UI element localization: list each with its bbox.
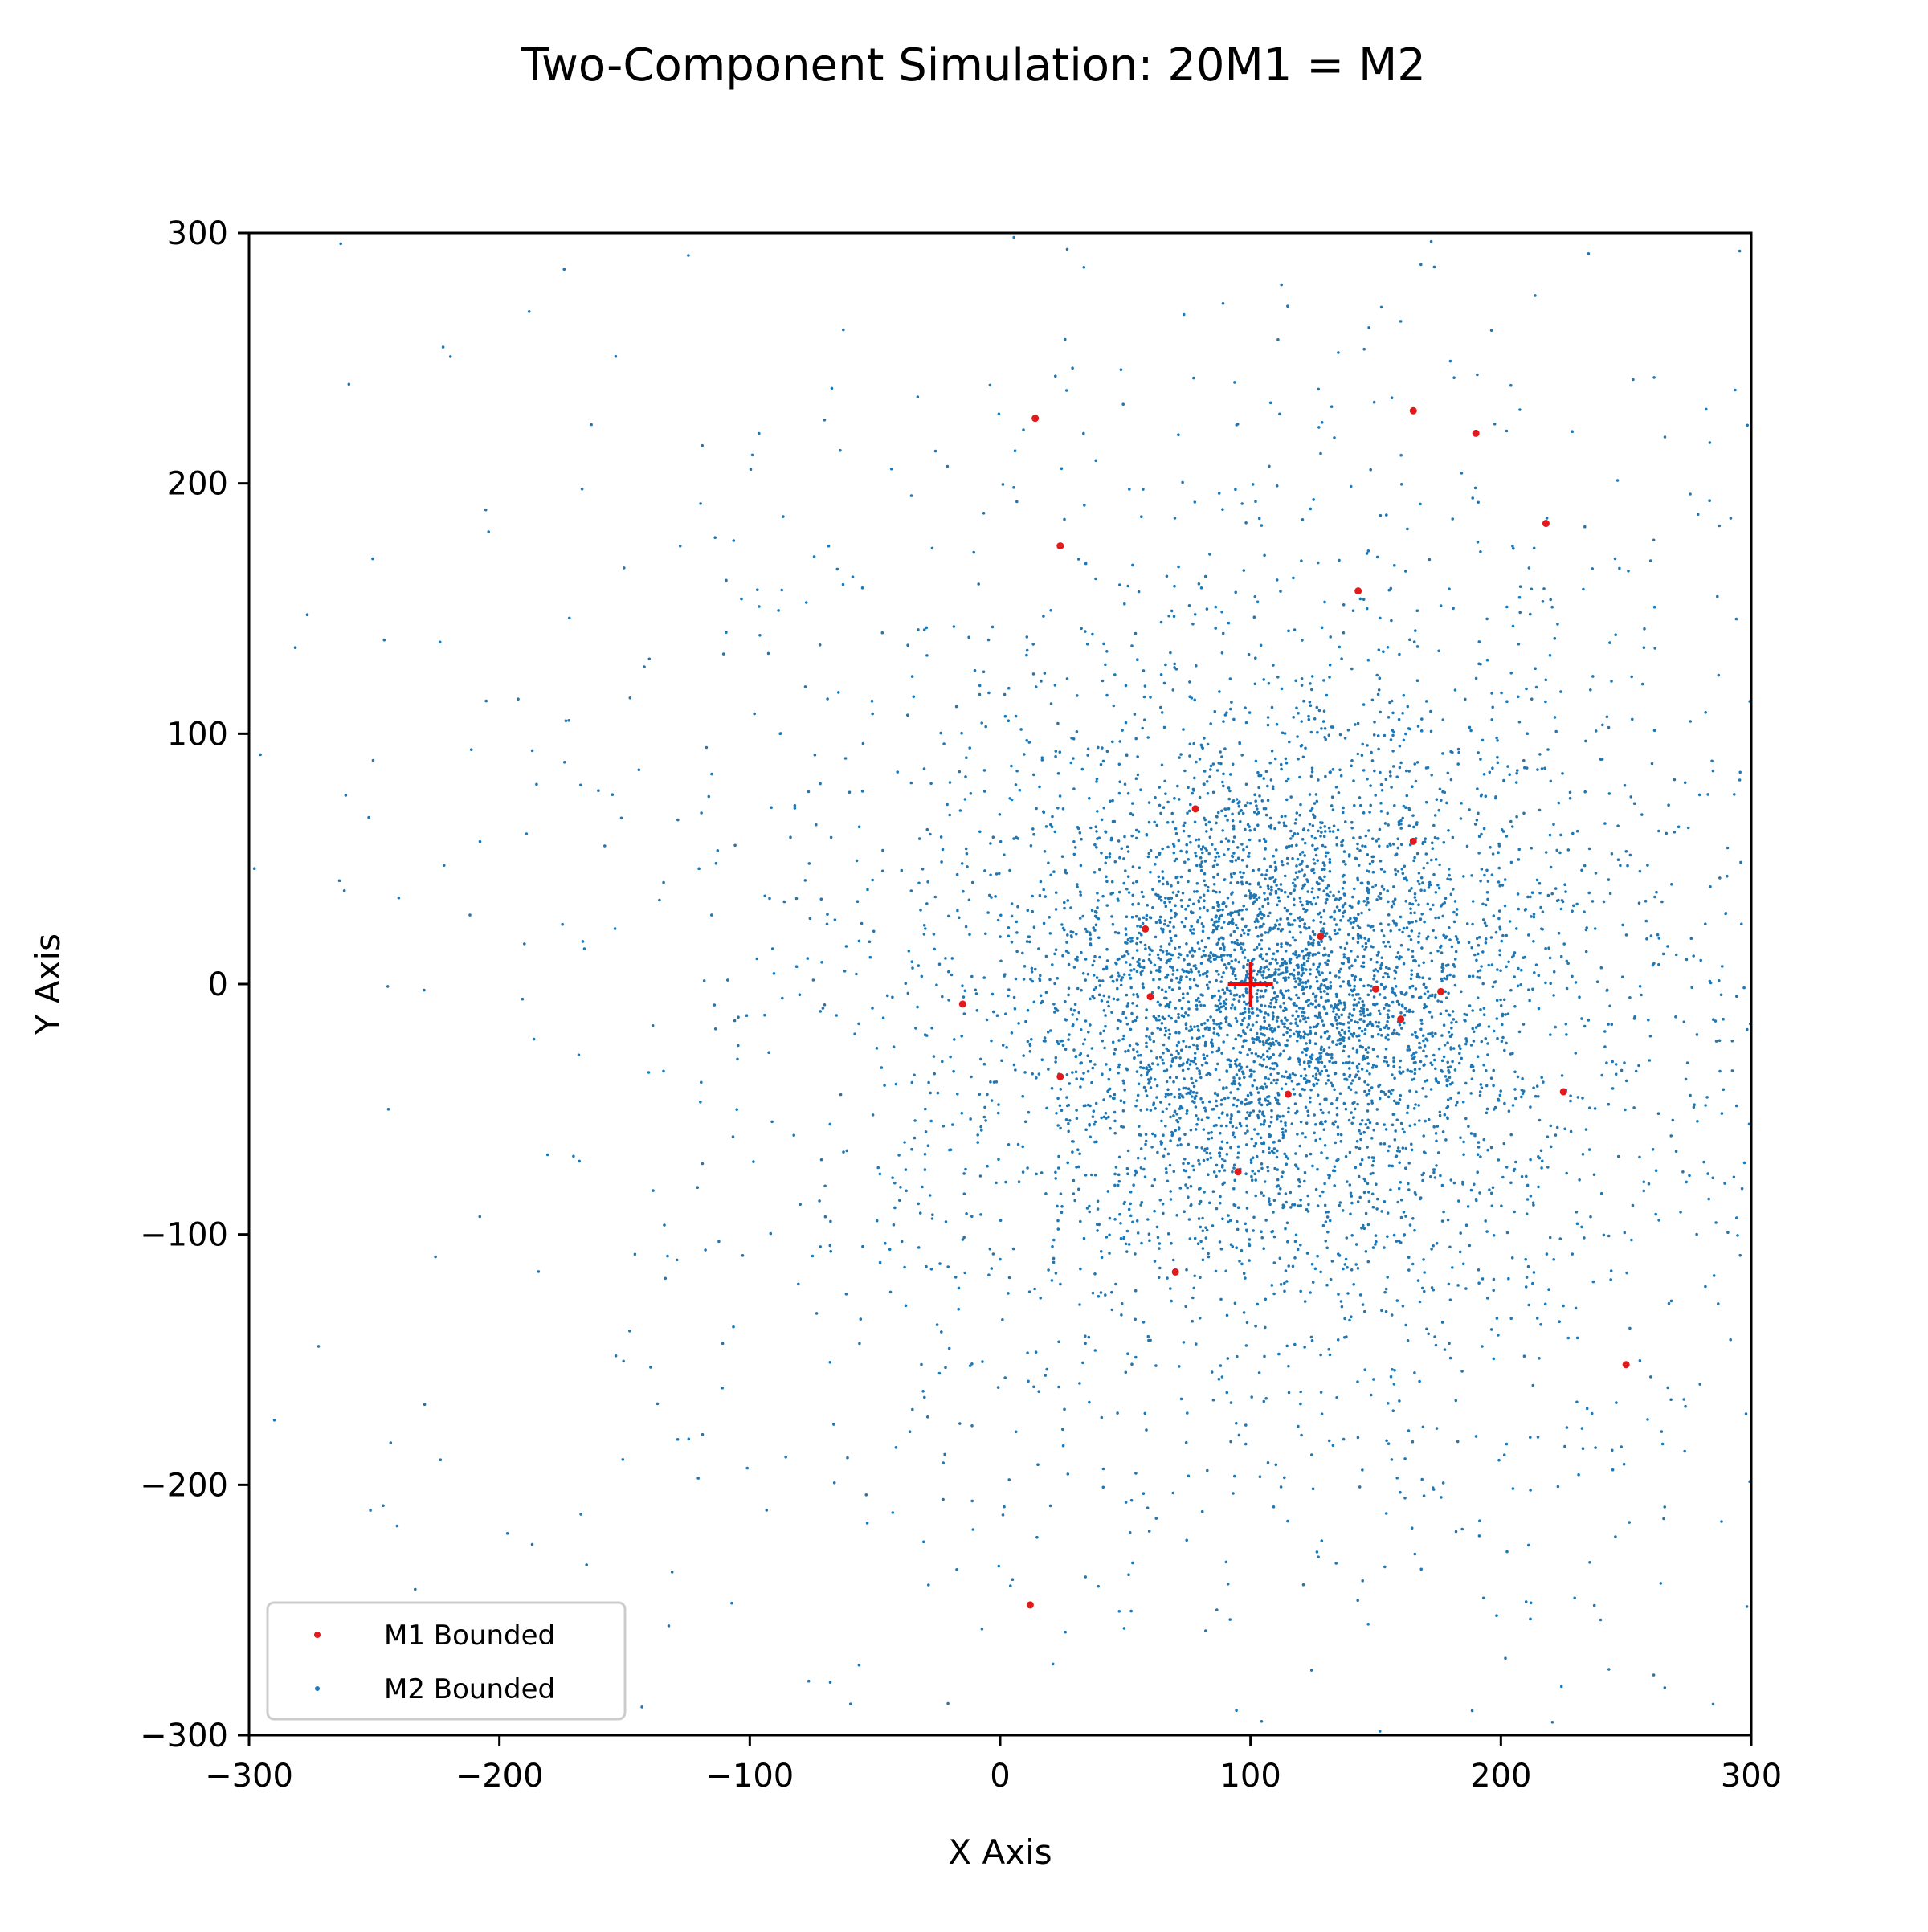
chart-title: Two-Component Simulation: 20M1 = M2 [521, 39, 1426, 92]
y-tick-label: −100 [140, 1217, 228, 1254]
x-axis-label: X Axis [948, 1832, 1052, 1872]
m1-point [1437, 988, 1444, 995]
m1-point [1056, 1073, 1064, 1080]
y-tick-label: 300 [167, 215, 228, 252]
m1-point [1192, 805, 1199, 812]
y-tick-label: 100 [167, 716, 228, 753]
m1-point [1410, 407, 1417, 415]
m1-point [1317, 933, 1324, 940]
x-tick-label: 200 [1470, 1758, 1531, 1795]
y-axis-label: Y Axis [28, 933, 67, 1035]
m1-point [1542, 520, 1550, 527]
legend-m1-swatch [314, 1632, 321, 1638]
m1-point [1397, 1015, 1404, 1023]
x-tick-label: 0 [990, 1758, 1010, 1795]
x-tick-label: 300 [1721, 1758, 1782, 1795]
m1-point [1031, 415, 1039, 422]
x-tick-label: −200 [455, 1758, 544, 1795]
m1-point [1235, 1168, 1242, 1175]
legend-m2-swatch [315, 1686, 320, 1691]
legend-m1-label: M1 Bounded [384, 1620, 555, 1652]
legend-m2-label: M2 Bounded [384, 1673, 555, 1705]
y-tick-label: 200 [167, 466, 228, 503]
m1-point [1172, 1268, 1179, 1276]
m1-point [1147, 993, 1154, 1000]
x-tick-label: −300 [205, 1758, 293, 1795]
m1-point [1056, 542, 1064, 549]
legend: M1 Bounded M2 Bounded [268, 1603, 625, 1719]
m1-point [1623, 1361, 1630, 1368]
y-tick-label: −300 [140, 1718, 228, 1754]
m1-point [1372, 986, 1379, 993]
y-tick-label: −200 [140, 1467, 228, 1504]
x-tick-label: −100 [705, 1758, 794, 1795]
x-tick-label: 100 [1219, 1758, 1281, 1795]
y-tick-label: 0 [208, 966, 228, 1003]
m1-point [1354, 587, 1362, 594]
m1-point [959, 1000, 966, 1007]
m1-point [1027, 1601, 1034, 1608]
m1-point [1410, 838, 1417, 845]
m1-point [1473, 430, 1480, 437]
m1-point [1285, 1091, 1292, 1098]
m1-point [1560, 1089, 1567, 1096]
m1-point [1142, 925, 1149, 933]
